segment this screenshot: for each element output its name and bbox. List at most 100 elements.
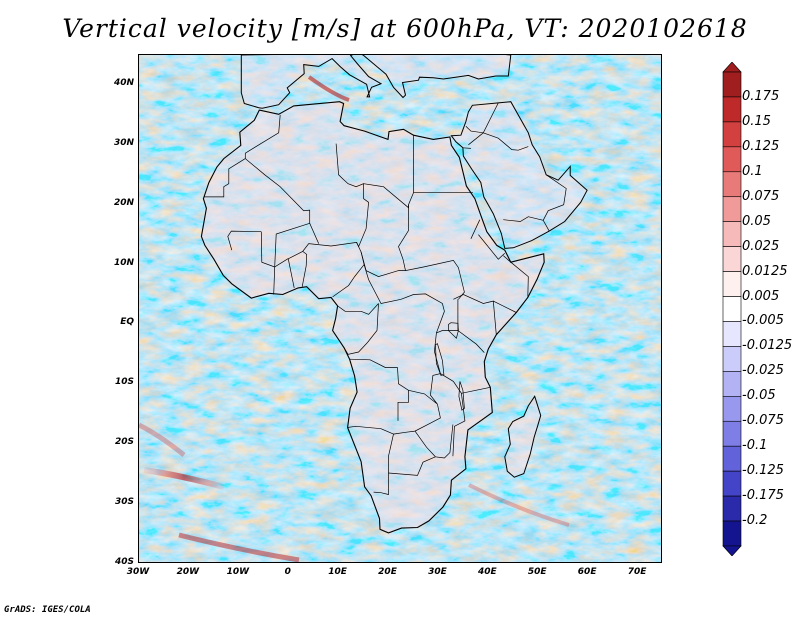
southern-europe-outline — [240, 55, 512, 109]
country-border — [462, 147, 471, 149]
map-canvas — [139, 55, 661, 562]
colorbar-tick-label: 0.125 — [742, 138, 780, 154]
country-border — [397, 390, 409, 421]
lat-label: 30N — [113, 137, 134, 148]
country-border — [493, 300, 517, 313]
colorbar-segment — [722, 420, 742, 447]
country-border — [398, 135, 465, 300]
country-border — [203, 158, 246, 198]
colorbar-segment — [722, 396, 742, 422]
colorbar-segment — [722, 445, 742, 472]
lake-outline — [458, 381, 465, 411]
lat-label: 30S — [114, 497, 134, 508]
lon-label: 0 — [284, 567, 291, 577]
colorbar-segment — [722, 146, 742, 173]
lat-label: 40N — [113, 77, 134, 88]
streak-west — [139, 422, 186, 457]
country-border — [436, 299, 459, 334]
chart-title: Vertical velocity [m/s] at 600hPa, VT: 2… — [62, 14, 748, 43]
colorbar-tick-label: -0.1 — [742, 438, 768, 454]
country-border — [457, 330, 485, 353]
colorbar-tick-label: 0.005 — [742, 288, 780, 304]
country-border — [227, 230, 262, 251]
colorbar-tick-label: -0.125 — [742, 463, 784, 479]
lat-label: 20S — [114, 437, 134, 448]
country-border — [343, 303, 379, 355]
colorbar-segment — [722, 371, 742, 397]
colorbar-segment — [722, 520, 742, 547]
lon-label: 30E — [428, 567, 447, 577]
country-border — [288, 250, 308, 287]
colorbar-segment — [722, 96, 742, 123]
colorbar-segment — [722, 171, 742, 198]
country-border — [244, 114, 320, 244]
colorbar-segment — [722, 346, 742, 372]
colorbar-tick-label: -0.0125 — [742, 338, 793, 354]
colorbar-tick-label: -0.075 — [742, 413, 784, 429]
lon-label: 70E — [627, 567, 647, 577]
colorbar-segment — [722, 321, 742, 347]
country-borders — [203, 102, 567, 495]
colorbar-segment — [722, 221, 742, 247]
colorbar-max-arrow — [722, 62, 742, 73]
colorbar-segment — [722, 296, 742, 322]
colorbar-tick-label: 0.0125 — [742, 263, 788, 279]
colorbar-tick-label: -0.05 — [742, 388, 776, 404]
colorbar — [722, 62, 742, 556]
lon-label: 10E — [328, 567, 347, 577]
country-border — [388, 456, 436, 476]
country-border — [273, 258, 295, 295]
colorbar-segment — [722, 470, 742, 497]
streak-southwest — [178, 532, 300, 562]
grads-credit: GrADS: IGES/COLA — [4, 605, 91, 615]
colorbar-tick-label: -0.2 — [742, 513, 768, 529]
lake-outline — [448, 322, 459, 339]
lon-label: 20W — [176, 567, 200, 577]
lat-label: 40S — [114, 557, 134, 567]
lat-label: EQ — [120, 317, 134, 328]
madagascar-outline — [504, 395, 542, 478]
colorbar-tick-label: 0.1 — [742, 163, 763, 179]
arabia-outline — [450, 101, 588, 249]
country-border — [468, 132, 484, 146]
colorbar-segment — [722, 121, 742, 148]
streak-south-atlantic — [143, 467, 225, 490]
country-border — [483, 132, 529, 151]
streak-mediterranean — [307, 75, 350, 102]
country-border — [503, 216, 544, 222]
country-border — [347, 425, 394, 435]
colorbar-segment — [722, 495, 742, 522]
colorbar-tick-label: 0.05 — [742, 213, 771, 229]
colorbar-segment — [722, 271, 742, 297]
continent-africa — [200, 55, 588, 534]
lon-label: 10W — [226, 567, 250, 577]
streak-indian-ocean — [468, 483, 570, 527]
country-border — [363, 183, 409, 209]
country-border — [465, 102, 499, 134]
country-border — [453, 294, 497, 335]
map-plot-area — [138, 54, 662, 563]
colorbar-min-arrow — [722, 545, 742, 556]
colorbar-tick-label: 0.075 — [742, 188, 780, 204]
colorbar-segment — [722, 246, 742, 272]
country-border — [360, 251, 406, 277]
lat-label: 10N — [113, 257, 134, 268]
country-border — [337, 303, 379, 315]
country-border — [461, 386, 491, 394]
colorbar-tick-label: -0.025 — [742, 363, 784, 379]
colorbar-tick-label: -0.005 — [742, 313, 784, 329]
colorbar-segment — [722, 71, 742, 98]
colorbar-tick-label: 0.025 — [742, 238, 780, 254]
lon-label: 30W — [126, 567, 150, 577]
country-border — [414, 424, 454, 459]
lat-label: 20N — [113, 197, 134, 208]
lon-label: 50E — [527, 567, 547, 577]
colorbar-tick-label: 0.175 — [742, 88, 780, 104]
lake-outline — [435, 343, 445, 376]
colorbar-segment — [722, 196, 742, 222]
lon-label: 40E — [477, 567, 497, 577]
strong-velocity-streaks — [139, 75, 570, 562]
africa-outline — [200, 101, 545, 534]
country-border — [503, 255, 529, 298]
country-border — [470, 219, 481, 239]
